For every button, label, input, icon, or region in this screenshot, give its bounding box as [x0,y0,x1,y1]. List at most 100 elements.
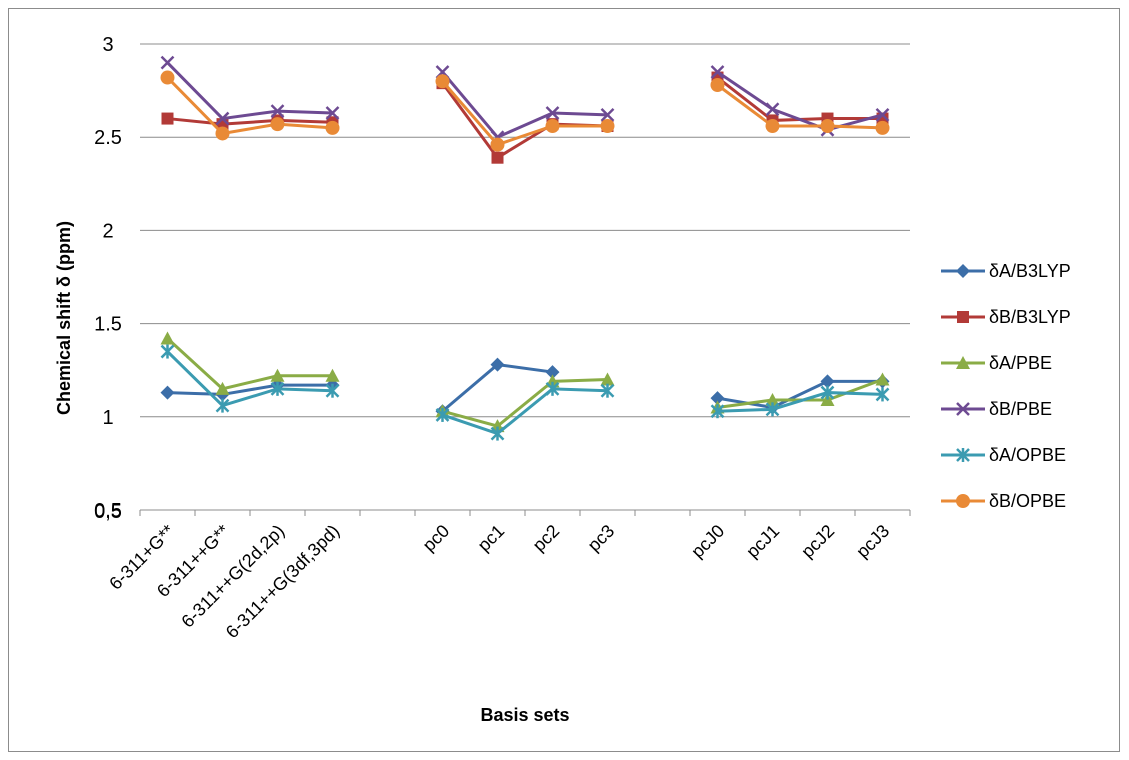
data-point [270,117,285,132]
data-point [875,372,890,386]
data-point [765,119,780,134]
legend: δA/B3LYP δB/B3LYP δA/PBE δB/PBE δA/OPBE δB/OP… [941,261,1071,511]
data-point [875,387,890,402]
series-5 [160,70,890,152]
data-point [820,119,835,134]
data-point [600,383,615,398]
data-point [600,119,615,134]
data-point [270,368,285,382]
y-tick-label: 2 [102,220,113,242]
data-point [710,65,725,79]
legend-item: δA/PBE [941,353,1052,373]
data-point [215,381,230,395]
data-point [325,368,340,382]
data-point [820,374,835,389]
data-point [765,402,780,417]
data-point [435,74,450,89]
data-point [710,78,725,93]
x-tick-label: pc2 [529,521,564,556]
series-1 [161,71,889,164]
x-tick-label: pcJ2 [797,521,838,562]
data-point [215,398,230,413]
series-line [716,76,883,122]
legend-item: δA/OPBE [941,445,1066,465]
legend-marker [956,264,970,278]
x-tick-label: pcJ3 [852,521,893,562]
series-line [166,61,333,121]
x-axis-title: Basis sets [480,705,569,725]
data-point [545,119,560,134]
series-0 [160,357,890,419]
series-group [160,55,890,441]
data-point [270,381,285,396]
legend-marker [956,402,970,416]
data-point [875,107,890,122]
legend-label: δB/B3LYP [989,307,1071,327]
x-tick-label: pc3 [584,521,619,556]
y-tick-label: 1.5 [94,314,122,336]
series-line [166,76,333,136]
legend-marker [956,356,970,369]
series-line [441,82,608,160]
x-tick-label: 6-311++G(2d,2p) [177,521,288,632]
data-point [765,102,780,117]
series-line [716,83,883,130]
data-point [820,385,835,400]
series-line [166,337,333,391]
x-tick-label: pc0 [419,521,454,556]
data-point [545,381,560,396]
legend-item: δB/B3LYP [941,307,1071,327]
data-point [875,120,890,135]
legend-marker [956,494,970,508]
data-point [325,106,340,120]
y-tick-label: 1 [102,407,113,429]
y-tick-label: 3 [102,34,113,56]
data-point [325,383,340,398]
y-tick-label-origin: 0,5 [94,501,122,523]
legend-marker [956,448,970,462]
data-point [710,391,725,406]
series-line [442,378,608,428]
series-line [167,117,333,126]
data-point [490,357,505,372]
data-point [490,426,505,441]
legend-label: δB/OPBE [989,491,1066,511]
x-tick-label: pcJ0 [687,521,728,562]
series-line [716,70,883,132]
x-tick-label: pc1 [474,521,509,556]
data-point [435,407,450,422]
data-point [545,106,560,120]
x-tick-label: pcJ1 [742,521,783,562]
series-3 [160,55,890,145]
data-point [160,385,175,400]
legend-item: δA/B3LYP [941,261,1071,281]
data-point [160,55,175,70]
legend-item: δB/OPBE [941,491,1066,511]
y-tick-label: 2.5 [94,127,122,149]
gridlines [140,43,910,418]
data-point [490,137,505,152]
series-line [441,70,608,140]
legend-label: δA/PBE [989,353,1052,373]
legend-label: δA/B3LYP [989,261,1071,281]
data-point [710,404,725,419]
axes [139,509,911,516]
series-line [167,383,333,396]
data-point [325,120,340,135]
data-point [161,112,174,125]
series-line [717,391,883,413]
data-point [270,104,285,118]
data-point [160,331,175,345]
legend-item: δB/PBE [941,399,1052,419]
legend-label: δB/PBE [989,399,1052,419]
legend-marker [957,311,969,323]
data-point [160,344,175,359]
series-line [441,80,608,147]
y-axis-title: Chemical shift δ (ppm) [54,221,74,415]
data-point [215,126,230,141]
data-point [765,393,780,407]
legend-label: δA/OPBE [989,445,1066,465]
data-point [215,111,230,126]
series-line [166,350,333,408]
